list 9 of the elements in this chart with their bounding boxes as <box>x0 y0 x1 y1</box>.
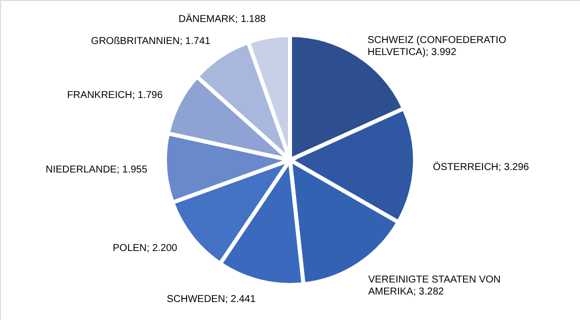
slice-label: GROßBRITANNIEN; 1.741 <box>91 36 211 48</box>
slice-label: ÖSTERREICH; 3.296 <box>432 160 530 173</box>
slice-label: FRANKREICH; 1.796 <box>67 90 164 101</box>
slice-label: SCHWEDEN; 2.441 <box>166 294 256 305</box>
slice-label: POLEN; 2.200 <box>112 242 178 254</box>
slice-label: VEREINIGTE STAATEN VON AMERIKA; 3.282 <box>368 274 501 298</box>
slice-label: SCHWEIZ (CONFOEDERATIO HELVETICA); 3.992 <box>368 34 506 58</box>
slice-label: NIEDERLANDE; 1.955 <box>46 164 148 176</box>
slice-label: DÄNEMARK; 1.188 <box>178 13 266 26</box>
